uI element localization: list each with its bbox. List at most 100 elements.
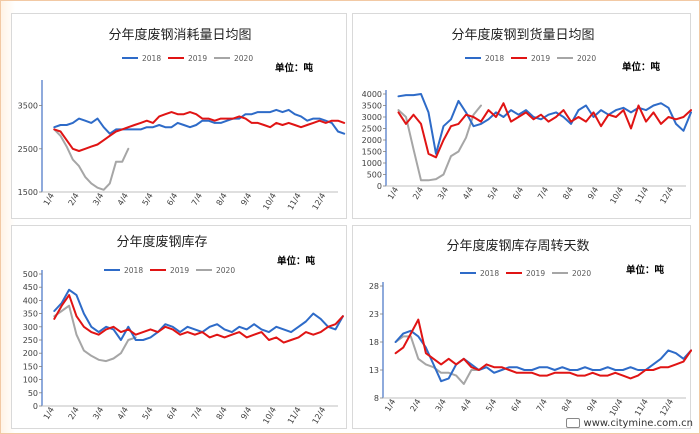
y-tick-label: 13 [369,366,379,375]
y-tick-label: 250 [23,336,38,345]
citymine-logo-icon [565,418,580,428]
y-tick-label: 18 [369,338,379,347]
y-tick-label: 3500 [18,102,38,111]
y-tick-label: 100 [23,376,38,385]
y-tick-label: 23 [369,310,379,319]
x-tick-label: 5/4 [486,186,500,202]
y-tick-label: 0 [33,402,38,411]
x-tick-label: 5/4 [141,192,155,208]
turnover-chart-panel: 分年度废钢库存周转天数 单位：吨 2018 2019 2020 8 13 18 23 28 1/4 2… [352,225,692,429]
series-line-2018 [53,288,344,341]
inventory-chart-panel: 分年度废钢库存单位：吨 2018 2019 2020 0 50 100 150 200 250 30… [11,225,347,429]
x-tick-label: 12/4 [311,192,328,212]
y-tick-label: 50 [28,389,38,398]
y-tick-label: 0 [377,182,382,191]
arrivals-chart-panel: 分年度废钢到货量日均图 单位：吨 2018 2019 2020 0 500 1000 1500 2… [352,13,692,219]
x-tick-label: 8/4 [215,406,229,422]
x-tick-label: 11/4 [286,192,303,212]
y-tick-label: 350 [23,310,38,319]
x-tick-label: 1/4 [42,406,56,422]
y-tick-label: 450 [23,283,38,292]
x-tick-label: 6/4 [509,398,523,414]
chart-title: 分年度废钢库存周转天数 [446,238,589,254]
watermark-text: www.citymine.com.cn [583,418,693,429]
y-tick-label: 3000 [362,113,382,122]
x-tick-label: 10/4 [261,192,278,212]
x-tick-label: 7/4 [535,398,549,414]
x-tick-label: 5/4 [141,406,155,422]
series-line-2019 [53,294,344,344]
unit-label: 单位：吨 [626,264,665,276]
x-tick-label: 12/4 [658,186,675,206]
series-line-2018 [53,108,346,135]
y-tick-label: 2500 [18,145,38,154]
legend-label-2019: 2019 [531,54,550,63]
legend-label-2020: 2020 [577,54,596,63]
y-tick-label: 500 [23,270,38,279]
series-line-2020 [397,104,482,182]
chart-title: 分年度废钢消耗量日均图 [108,27,251,43]
x-tick-label: 9/4 [586,186,600,202]
x-tick-label: 6/4 [511,186,525,202]
x-tick-label: 1/4 [386,186,400,202]
legend-label-2018: 2018 [142,54,161,63]
y-tick-label: 1500 [18,188,38,197]
legend-label-2020: 2020 [216,266,235,275]
y-tick-label: 150 [23,362,38,371]
series-line-2019 [394,318,692,380]
y-tick-label: 500 [367,171,382,180]
x-tick-label: 11/4 [633,186,650,206]
legend-label-2018: 2018 [480,269,499,278]
y-tick-label: 4000 [362,90,382,99]
x-tick-label: 5/4 [484,398,498,414]
unit-label: 单位：吨 [275,62,314,74]
x-tick-label: 2/4 [67,406,81,422]
y-tick-label: 1500 [362,148,382,157]
y-tick-label: 8 [374,394,379,403]
unit-label: 单位：吨 [277,255,316,267]
consumption-chart-panel: 分年度废钢消耗量日均图单位：吨 2018 2019 2020 1500 2500 3500 1… [11,13,347,219]
y-tick-label: 2000 [362,136,382,145]
y-tick-label: 200 [23,349,38,358]
y-tick-label: 28 [369,282,379,291]
legend-label-2018: 2018 [124,266,143,275]
x-tick-label: 4/4 [461,186,475,202]
x-tick-label: 9/4 [239,406,253,422]
x-tick-label: 1/4 [383,398,397,414]
chart-title: 分年度废钢库存 [116,234,207,250]
unit-label: 单位：吨 [622,61,661,73]
x-tick-label: 12/4 [658,398,675,418]
x-tick-label: 9/4 [585,398,599,414]
legend-label-2019: 2019 [188,54,207,63]
x-tick-label: 10/4 [608,398,625,418]
x-tick-label: 10/4 [608,186,625,206]
x-tick-label: 10/4 [261,406,278,426]
x-tick-label: 4/4 [459,398,473,414]
x-tick-label: 9/4 [239,192,253,208]
legend-label-2020: 2020 [234,54,253,63]
x-tick-label: 6/4 [165,192,179,208]
y-tick-label: 300 [23,323,38,332]
x-tick-label: 7/4 [190,192,204,208]
x-tick-label: 12/4 [311,406,328,426]
y-tick-label: 3500 [362,102,382,111]
x-tick-label: 6/4 [165,406,179,422]
x-tick-label: 11/4 [633,398,650,418]
x-tick-label: 3/4 [91,192,105,208]
series-line-2020 [53,304,137,363]
x-tick-label: 3/4 [91,406,105,422]
x-tick-label: 1/4 [42,192,56,208]
legend-label-2019: 2019 [170,266,189,275]
x-tick-label: 2/4 [67,192,81,208]
x-tick-label: 8/4 [560,398,574,414]
series-line-2020 [53,128,130,191]
x-tick-label: 7/4 [190,406,204,422]
x-tick-label: 3/4 [436,186,450,202]
x-tick-label: 8/4 [215,192,229,208]
legend-label-2018: 2018 [485,54,504,63]
legend-label-2019: 2019 [526,269,545,278]
y-tick-label: 1000 [362,159,382,168]
